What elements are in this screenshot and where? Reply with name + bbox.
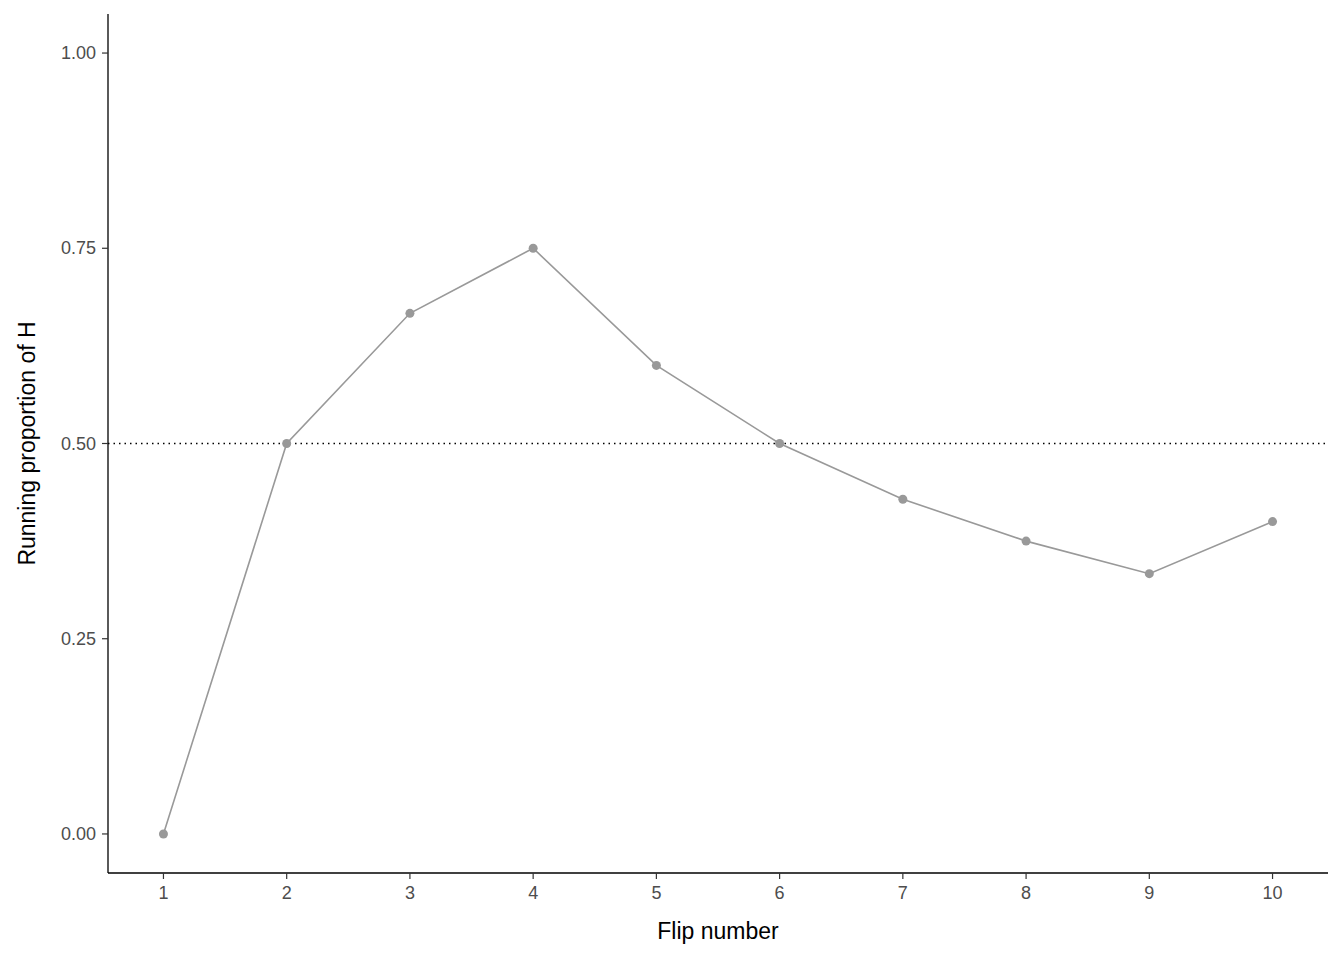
- x-tick-label: 4: [528, 883, 538, 903]
- x-tick: [656, 873, 657, 879]
- x-tick-label: 2: [282, 883, 292, 903]
- x-tick: [163, 873, 164, 879]
- y-tick: [102, 833, 108, 834]
- y-tick: [102, 443, 108, 444]
- y-axis-title: Running proportion of H: [14, 321, 40, 565]
- x-tick: [902, 873, 903, 879]
- x-tick-label: 6: [775, 883, 785, 903]
- data-point: [1022, 537, 1031, 546]
- data-line: [163, 248, 1272, 834]
- y-tick-label: 0.50: [61, 434, 96, 454]
- y-tick: [102, 248, 108, 249]
- x-tick: [1272, 873, 1273, 879]
- x-tick: [1025, 873, 1026, 879]
- x-tick: [286, 873, 287, 879]
- data-point: [898, 495, 907, 504]
- chart: 1 2 3 4 5 6 7 8 9 10 0.00 0.25 0.50 0.75 1.00 Flip numb…: [0, 0, 1344, 960]
- y-tick-label: 1.00: [61, 43, 96, 63]
- data-point: [652, 361, 661, 370]
- y-tick-label: 0.25: [61, 629, 96, 649]
- data-point: [405, 309, 414, 318]
- plot-area: [108, 244, 1328, 839]
- data-point: [159, 829, 168, 838]
- x-tick-label: 8: [1021, 883, 1031, 903]
- x-tick-label: 3: [405, 883, 415, 903]
- x-tick: [779, 873, 780, 879]
- x-axis-title: Flip number: [657, 918, 779, 944]
- x-tick: [409, 873, 410, 879]
- x-tick-label: 10: [1263, 883, 1283, 903]
- y-tick: [102, 638, 108, 639]
- x-tick-label: 9: [1144, 883, 1154, 903]
- x-tick-label: 7: [898, 883, 908, 903]
- y-tick: [102, 52, 108, 53]
- y-tick-label: 0.00: [61, 824, 96, 844]
- x-tick: [533, 873, 534, 879]
- data-point: [282, 439, 291, 448]
- x-tick-label: 5: [651, 883, 661, 903]
- x-tick: [1149, 873, 1150, 879]
- x-tick-label: 1: [158, 883, 168, 903]
- x-axis-line: [108, 872, 1328, 873]
- data-point: [529, 244, 538, 253]
- data-point: [775, 439, 784, 448]
- data-point: [1268, 517, 1277, 526]
- data-point: [1145, 569, 1154, 578]
- y-tick-label: 0.75: [61, 238, 96, 258]
